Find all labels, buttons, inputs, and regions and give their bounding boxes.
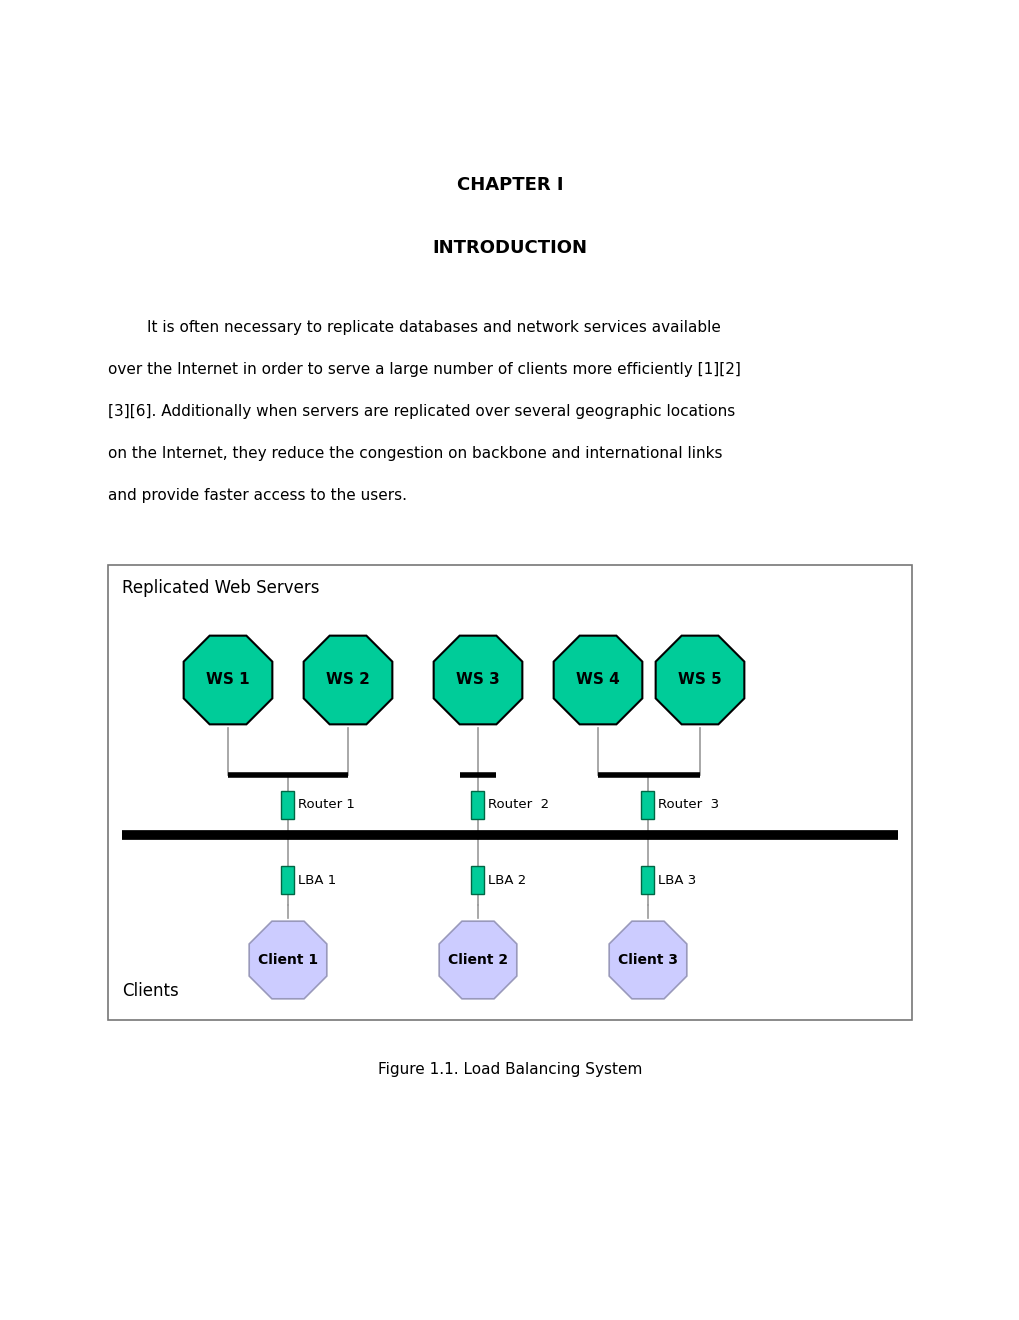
Polygon shape <box>655 636 744 725</box>
Text: Router 1: Router 1 <box>298 799 355 812</box>
Text: [3][6]. Additionally when servers are replicated over several geographic locatio: [3][6]. Additionally when servers are re… <box>108 404 735 418</box>
FancyBboxPatch shape <box>471 791 484 818</box>
FancyBboxPatch shape <box>108 565 911 1020</box>
Text: over the Internet in order to serve a large number of clients more efficiently [: over the Internet in order to serve a la… <box>108 362 740 378</box>
Text: WS 3: WS 3 <box>455 672 499 688</box>
Text: Client 1: Client 1 <box>258 953 318 968</box>
FancyBboxPatch shape <box>471 866 484 894</box>
Text: WS 5: WS 5 <box>678 672 721 688</box>
Polygon shape <box>433 636 522 725</box>
FancyBboxPatch shape <box>641 791 654 818</box>
Text: Client 2: Client 2 <box>447 953 507 968</box>
Text: WS 1: WS 1 <box>206 672 250 688</box>
FancyBboxPatch shape <box>281 791 294 818</box>
Polygon shape <box>183 636 272 725</box>
Text: Clients: Clients <box>122 982 178 1001</box>
FancyBboxPatch shape <box>641 866 654 894</box>
Text: Figure 1.1. Load Balancing System: Figure 1.1. Load Balancing System <box>377 1063 642 1077</box>
Text: LBA 1: LBA 1 <box>298 874 336 887</box>
Text: WS 2: WS 2 <box>326 672 370 688</box>
Text: CHAPTER I: CHAPTER I <box>457 176 562 194</box>
Text: WS 4: WS 4 <box>576 672 620 688</box>
Text: INTRODUCTION: INTRODUCTION <box>432 239 587 257</box>
Polygon shape <box>249 921 326 999</box>
Text: Router  2: Router 2 <box>487 799 548 812</box>
Text: on the Internet, they reduce the congestion on backbone and international links: on the Internet, they reduce the congest… <box>108 446 721 461</box>
FancyBboxPatch shape <box>281 866 294 894</box>
Text: Router  3: Router 3 <box>657 799 718 812</box>
Polygon shape <box>304 636 392 725</box>
Text: LBA 2: LBA 2 <box>487 874 526 887</box>
Text: It is often necessary to replicate databases and network services available: It is often necessary to replicate datab… <box>108 319 720 335</box>
Polygon shape <box>439 921 517 999</box>
Polygon shape <box>608 921 686 999</box>
Text: Client 3: Client 3 <box>618 953 678 968</box>
Text: Replicated Web Servers: Replicated Web Servers <box>122 579 319 597</box>
Polygon shape <box>553 636 642 725</box>
Text: and provide faster access to the users.: and provide faster access to the users. <box>108 488 407 503</box>
Text: LBA 3: LBA 3 <box>657 874 696 887</box>
